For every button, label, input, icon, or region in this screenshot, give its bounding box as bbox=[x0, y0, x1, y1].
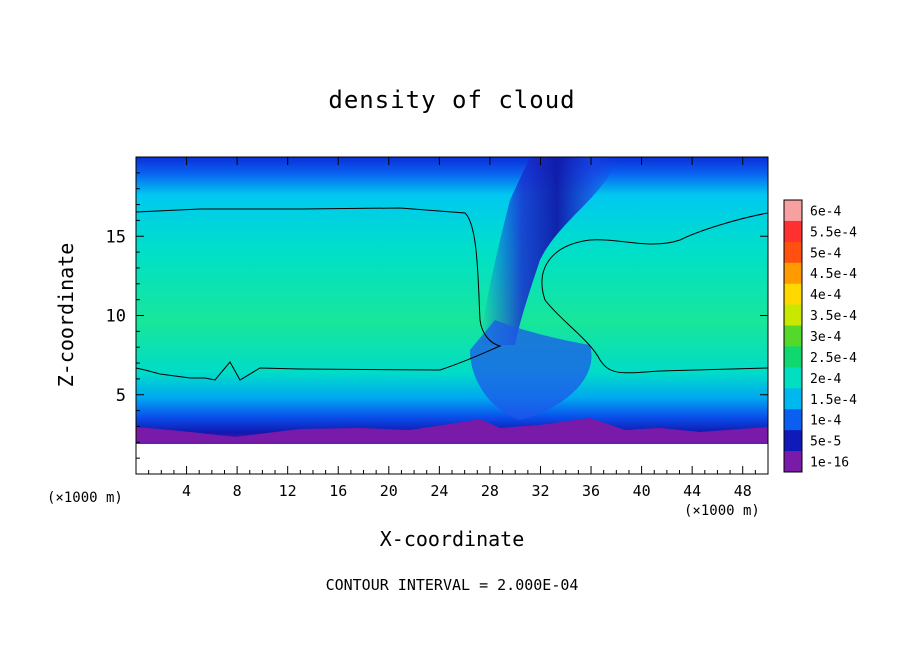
contour-line-right bbox=[541, 212, 768, 374]
x-tick-label: 32 bbox=[531, 482, 549, 500]
y-axis: 5 10 15 bbox=[106, 172, 768, 459]
chart-title: density of cloud bbox=[328, 86, 576, 114]
colorbar-label: 4e-4 bbox=[810, 288, 841, 303]
x-tick-label: 12 bbox=[279, 482, 297, 500]
colorbar-label: 2e-4 bbox=[810, 372, 841, 387]
colorbar-label: 1e-16 bbox=[810, 456, 849, 471]
colorbar-label: 1.5e-4 bbox=[810, 393, 857, 408]
colorbar-label: 5.5e-4 bbox=[810, 225, 857, 240]
x-tick-label: 44 bbox=[683, 482, 701, 500]
y-tick-label: 15 bbox=[106, 227, 126, 247]
colorbar-swatch bbox=[784, 241, 802, 264]
colorbar-swatch bbox=[784, 200, 802, 222]
colorbar-label: 3e-4 bbox=[810, 330, 841, 345]
colorbar-label: 3.5e-4 bbox=[810, 309, 857, 324]
x-tick-label: 20 bbox=[380, 482, 398, 500]
colorbar-swatch bbox=[784, 430, 802, 452]
turbulent-core bbox=[470, 320, 592, 420]
y-tick-label: 5 bbox=[116, 386, 126, 406]
clear-column bbox=[480, 157, 620, 345]
colorbar-swatch bbox=[784, 388, 802, 410]
colorbar: 6e-4 5.5e-4 5e-4 4.5e-4 4e-4 3.5e-4 3e-4 2.5e-4… bbox=[783, 199, 857, 473]
colorbar-frame bbox=[783, 199, 803, 473]
contour-line-left bbox=[136, 207, 502, 381]
x-tick-label: 48 bbox=[734, 482, 752, 500]
colorbar-label: 2.5e-4 bbox=[810, 351, 857, 366]
x-tick-label: 40 bbox=[633, 482, 651, 500]
x-unit-label-left: (×1000 m) bbox=[47, 490, 123, 506]
x-axis: 4 8 12 16 20 24 28 32 36 40 44 48 bbox=[148, 157, 756, 500]
y-tick-label: 10 bbox=[106, 307, 126, 327]
colorbar-swatch bbox=[784, 283, 802, 306]
colorbar-label: 5e-5 bbox=[810, 435, 841, 450]
x-axis-label: X-coordinate bbox=[379, 527, 525, 551]
colorbar-swatch bbox=[784, 346, 802, 368]
colorbar-label: 5e-4 bbox=[810, 246, 841, 261]
x-tick-label: 4 bbox=[182, 482, 191, 500]
density-background bbox=[136, 157, 768, 474]
colorbar-swatch bbox=[784, 304, 802, 327]
colorbar-swatch bbox=[784, 220, 802, 243]
cloud-base bbox=[136, 418, 768, 442]
x-tick-label: 8 bbox=[233, 482, 242, 500]
colorbar-swatch bbox=[784, 451, 802, 473]
x-tick-label: 36 bbox=[582, 482, 600, 500]
colorbar-swatch bbox=[784, 262, 802, 285]
x-tick-label: 28 bbox=[481, 482, 499, 500]
x-tick-label: 24 bbox=[430, 482, 448, 500]
contour-interval-note: CONTOUR INTERVAL = 2.000E-04 bbox=[325, 576, 579, 594]
colorbar-swatch bbox=[784, 325, 802, 347]
colorbar-label: 4.5e-4 bbox=[810, 267, 857, 282]
x-unit-label-right: (×1000 m) bbox=[684, 503, 760, 519]
colorbar-swatch bbox=[784, 367, 802, 389]
colorbar-label: 1e-4 bbox=[810, 414, 841, 429]
colorbar-label: 6e-4 bbox=[810, 204, 841, 219]
colorbar-swatch bbox=[784, 409, 802, 431]
x-tick-label: 16 bbox=[329, 482, 347, 500]
density-field bbox=[136, 157, 768, 474]
